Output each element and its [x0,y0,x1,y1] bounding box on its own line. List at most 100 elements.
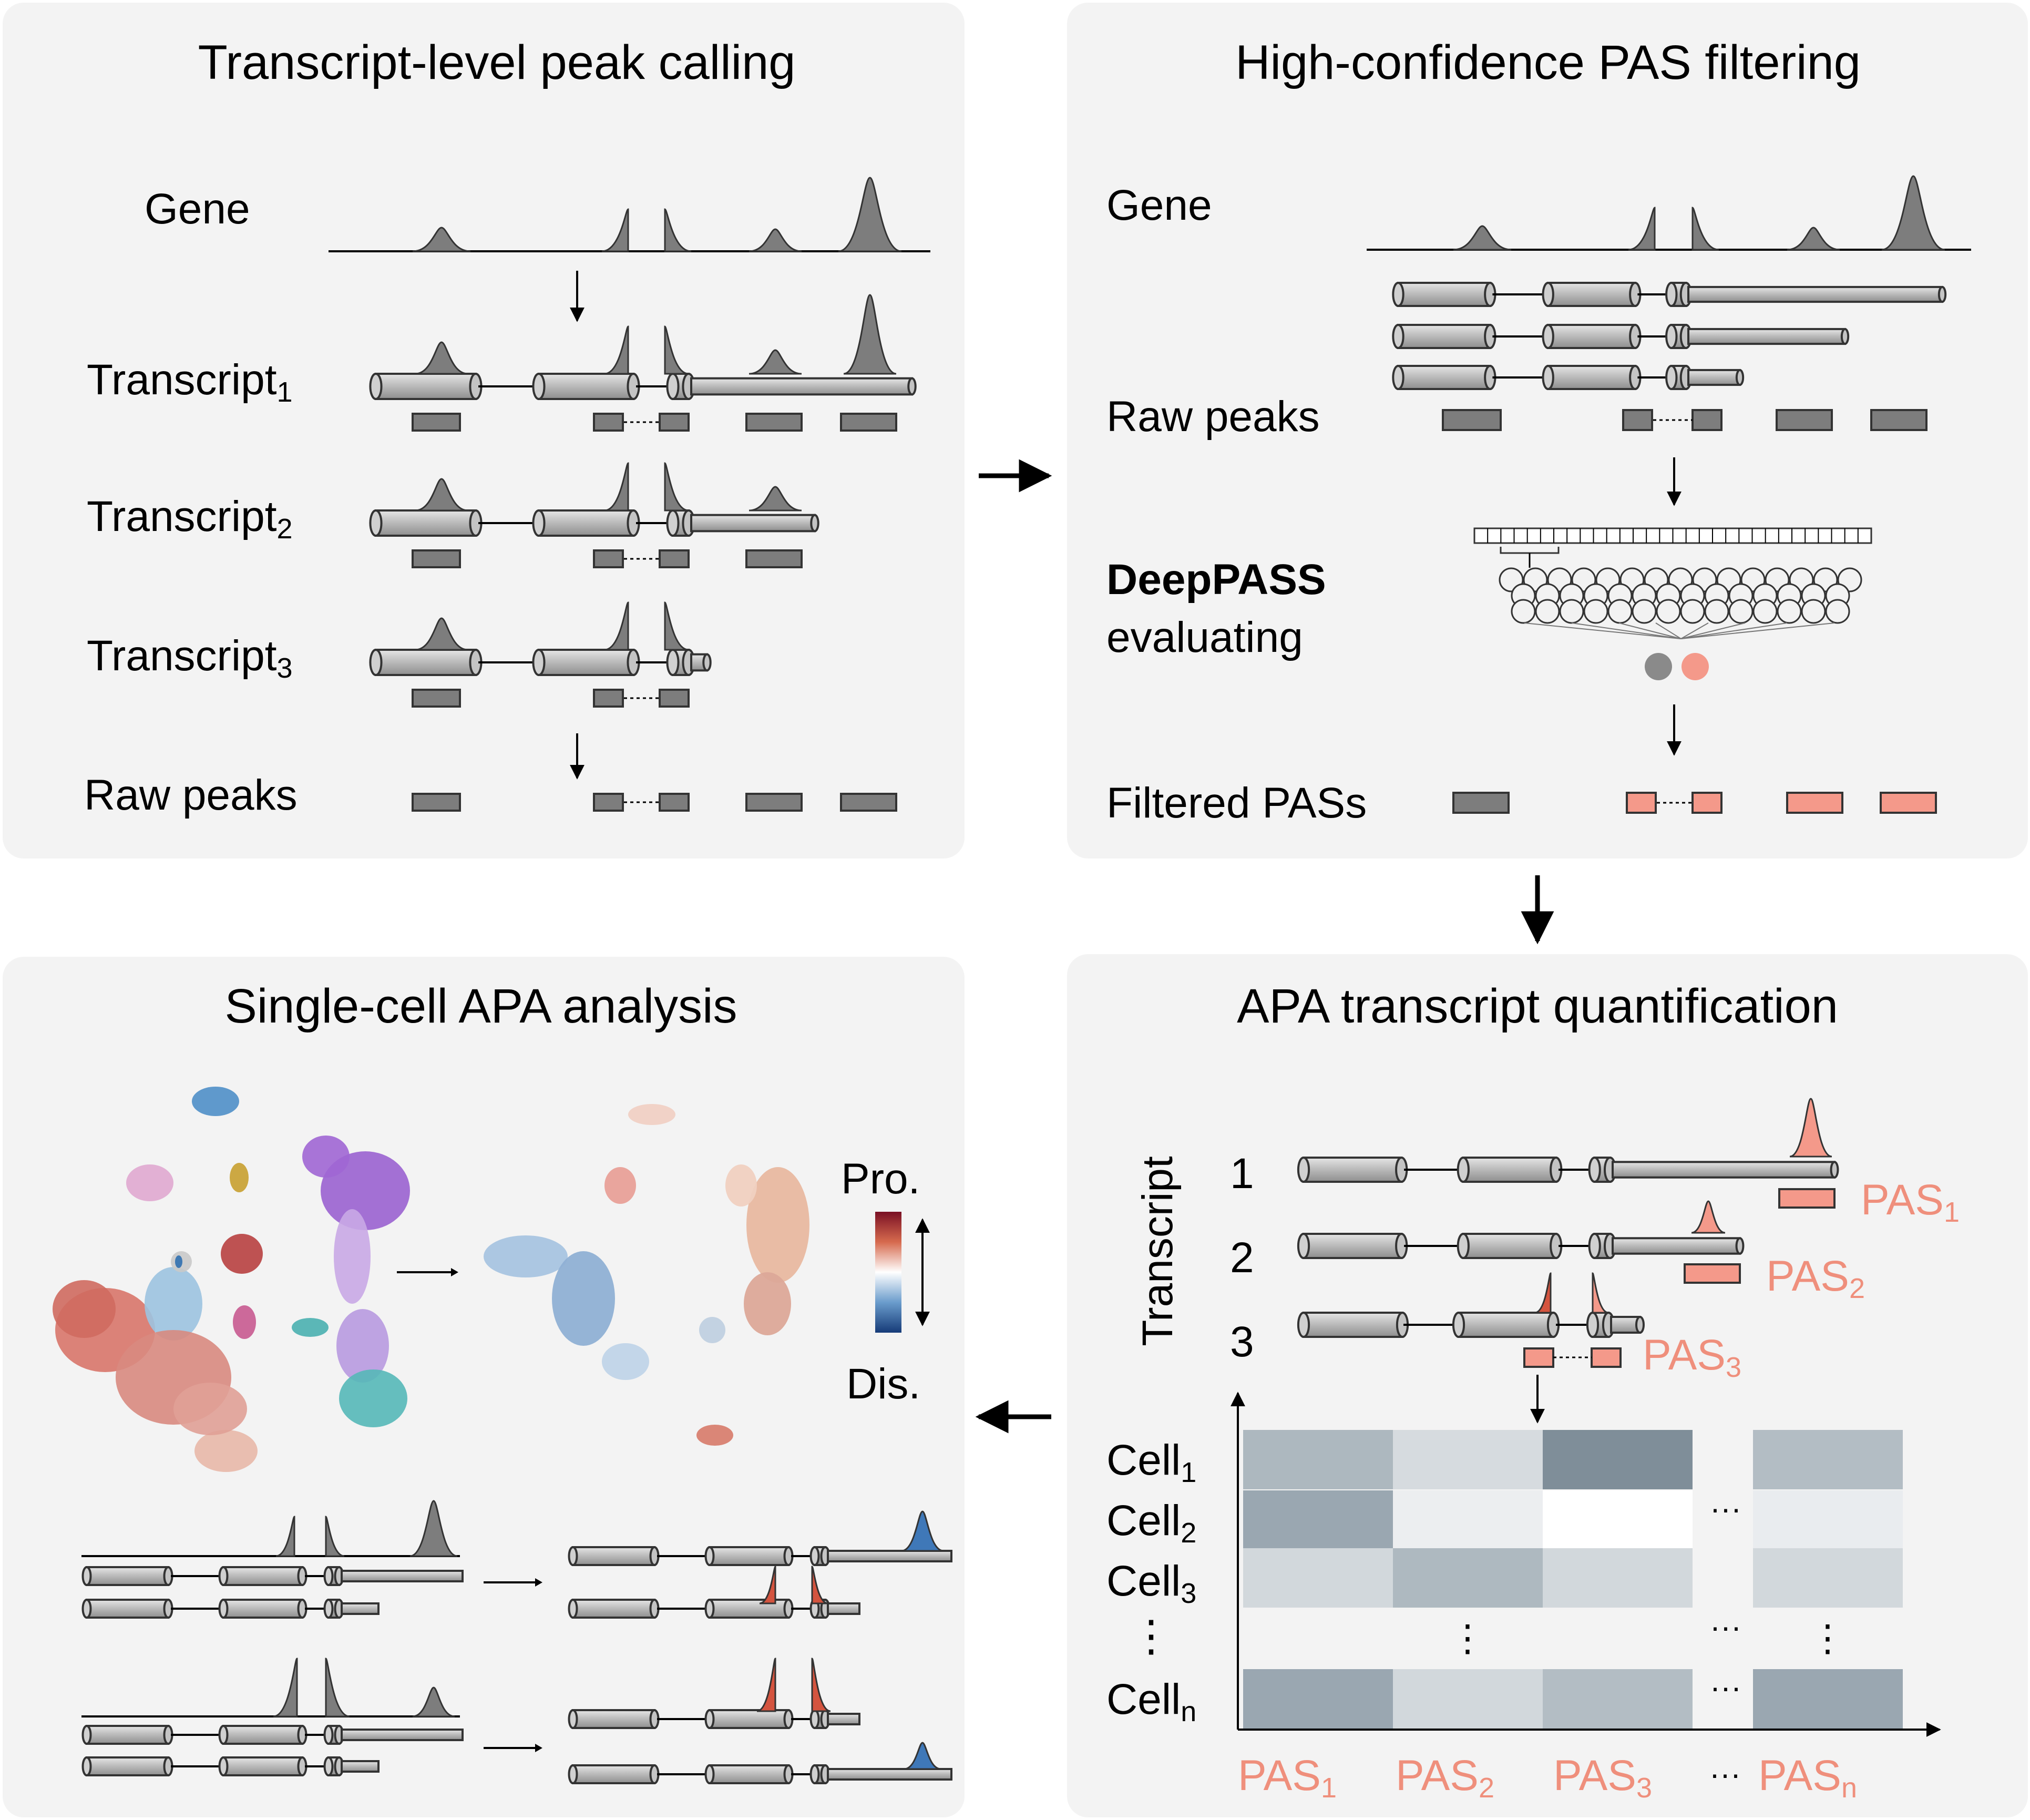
exon-cap [704,1599,715,1619]
colorbar-label-distal: Dis. [846,1360,920,1408]
cell-label-2: Cell2 [1106,1497,1196,1549]
peak [601,208,629,252]
row-label-gene: Gene [145,185,250,233]
exon-2 [538,649,634,676]
output-positive [1682,653,1709,680]
exon-cap [568,1599,578,1619]
row-label-filtered-pas: Filtered PASs [1106,779,1367,827]
label-main: PAS [1238,1752,1321,1799]
neuron [1583,599,1608,624]
neuron [1825,599,1850,624]
heatmap-cell [1243,1490,1393,1550]
neuron [1632,599,1657,624]
neuron [1656,599,1681,624]
peak [838,177,902,252]
pas-box [1786,792,1843,814]
exon-cap [369,373,383,400]
cell-cluster [336,1309,389,1383]
cell-cluster [746,1167,809,1283]
fc-link [1680,622,1709,639]
heatmap-cell [1543,1548,1693,1608]
peak-box [745,793,803,812]
peak [1787,227,1840,251]
exon-cap [369,509,383,537]
exon-cap [1297,1157,1310,1183]
neuron [1704,599,1729,624]
exon-cap [532,373,546,400]
exon-cap [704,1709,715,1729]
exon-3-tail [341,1760,380,1773]
pas-label-3: PAS3 [1643,1331,1741,1383]
heatmap-cell [1543,1490,1693,1550]
exon-cap [1665,324,1678,349]
neuron [1801,599,1826,624]
exon-1 [1303,1233,1403,1259]
cell-cluster [699,1317,725,1343]
proximal-peak [756,1658,776,1712]
transcript-number-3: 3 [1230,1318,1254,1366]
peak [749,486,802,512]
cell-cluster [339,1369,407,1427]
heatmap-cell [1753,1548,1903,1608]
arrow-head [535,1578,542,1587]
peak [843,294,897,375]
exon-2 [538,509,634,537]
exon-1 [375,373,477,400]
neuron [1559,599,1584,624]
exon-2 [709,1599,790,1619]
exon-cap [1542,324,1554,349]
cell-cluster [175,1255,182,1268]
row-label-gene-2: Gene [1106,181,1212,229]
column-label-3: PAS3 [1553,1752,1652,1804]
exon-3-tail [827,1713,860,1725]
exon-1 [86,1725,169,1745]
exon-cap [1457,1233,1470,1259]
exon-cap [1735,369,1745,386]
label-sub: 2 [1181,1517,1196,1549]
heatmap-cell [1753,1430,1903,1489]
heatmap-cell [1393,1490,1543,1550]
pas-peak [1789,1098,1832,1158]
exon-cap [666,509,680,537]
exon-2 [222,1756,303,1776]
exon-1 [375,649,477,676]
cell-cluster [744,1272,791,1335]
label-sub: 2 [1479,1772,1494,1804]
cell-cluster [221,1234,263,1274]
single-cell-diagram [53,1087,952,1784]
exon-cap [1937,285,1947,303]
label-main: Transcript [87,632,277,680]
neuron [1680,599,1705,624]
row-label-transcript-2: Transcript2 [87,493,293,545]
label-sub: 1 [1944,1197,1960,1228]
label-sub: 2 [1849,1273,1865,1304]
pas-peak [1592,1272,1609,1314]
proximal-peak [811,1658,831,1712]
column-label-n: PASn [1758,1752,1857,1804]
peak-box [659,689,690,708]
exon-cap [907,377,917,396]
exon-1 [572,1709,655,1729]
exon-3-tail [1687,369,1741,386]
exon-3-tail [690,377,913,396]
heatmap-cell [1393,1548,1543,1608]
peak-box [659,549,690,568]
cell-cluster [233,1305,256,1339]
peak [325,1658,350,1717]
label-sub: 3 [276,652,292,684]
peak-box [1622,409,1653,431]
exon-cap [218,1566,229,1586]
ellipsis-h: ··· [1710,1491,1741,1526]
peak-box [1691,409,1723,431]
pas-label-1: PAS1 [1861,1176,1960,1228]
cell-label-ellipsis: ⋮ [1130,1612,1173,1660]
panel-peak-calling [3,3,965,858]
exon-cap [218,1756,229,1776]
exon-cap [1588,1233,1601,1259]
exon-cap [809,1546,820,1566]
exon-3-tail [1687,328,1846,345]
exon-cap [1840,328,1850,345]
exon-cap [323,1566,334,1586]
pas-box [1591,1347,1622,1368]
